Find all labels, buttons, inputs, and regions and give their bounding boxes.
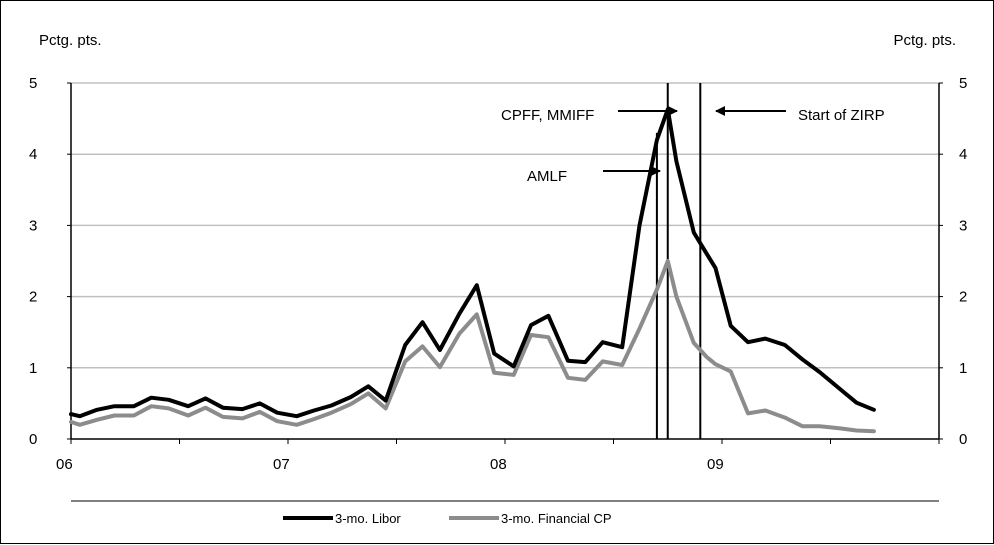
y-tick-right-0: 0: [959, 431, 967, 448]
x-tick-09: 09: [707, 456, 724, 473]
y-tick-right-5: 5: [959, 75, 967, 92]
series-line-libor: [69, 107, 876, 419]
y-tick-left-1: 1: [29, 360, 37, 377]
x-tick-07: 07: [273, 456, 290, 473]
y-tick-left-2: 2: [29, 289, 37, 306]
y-tick-right-3: 3: [959, 217, 967, 234]
ann-amlf: AMLF: [527, 168, 567, 185]
left-axis-title: Pctg. pts.: [39, 32, 102, 49]
x-tick-08: 08: [490, 456, 507, 473]
series-line-financial-cp: [69, 259, 876, 434]
right-axis-title: Pctg. pts.: [893, 32, 956, 49]
y-tick-right-2: 2: [959, 289, 967, 306]
y-tick-left-5: 5: [29, 75, 37, 92]
ann-cpff: CPFF, MMIFF: [501, 107, 594, 124]
legend-label-libor: 3-mo. Libor: [335, 511, 401, 526]
y-tick-left-0: 0: [29, 431, 37, 448]
legend-label-cp: 3-mo. Financial CP: [501, 511, 612, 526]
y-tick-right-4: 4: [959, 146, 967, 163]
x-tick-06: 06: [56, 456, 73, 473]
y-tick-right-1: 1: [959, 360, 967, 377]
ann-zirp: Start of ZIRP: [798, 107, 885, 124]
y-tick-left-3: 3: [29, 217, 37, 234]
y-tick-left-4: 4: [29, 146, 37, 163]
